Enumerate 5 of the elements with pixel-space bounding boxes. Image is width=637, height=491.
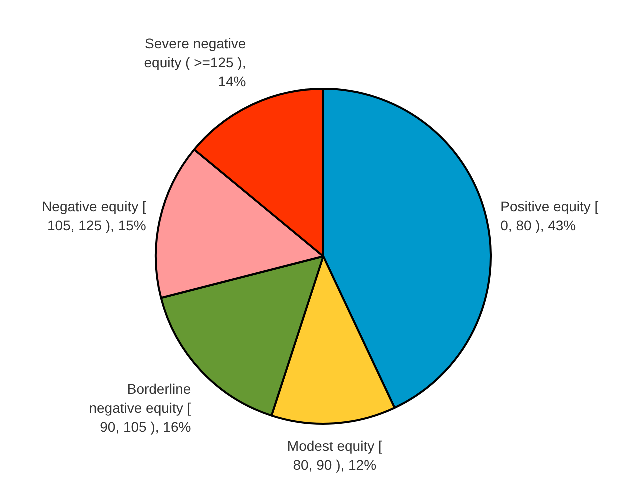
slice-label: Negative equity [ 105, 125 ), 15% xyxy=(42,198,146,234)
slice-label: Positive equity [ 0, 80 ), 43% xyxy=(500,198,599,234)
slice-label: Severe negative equity ( >=125 ), 14% xyxy=(144,36,246,90)
slice-label: Modest equity [ 80, 90 ), 12% xyxy=(287,438,382,473)
slice-label: Borderline negative equity [ 90, 105 ), 16% xyxy=(89,381,192,436)
